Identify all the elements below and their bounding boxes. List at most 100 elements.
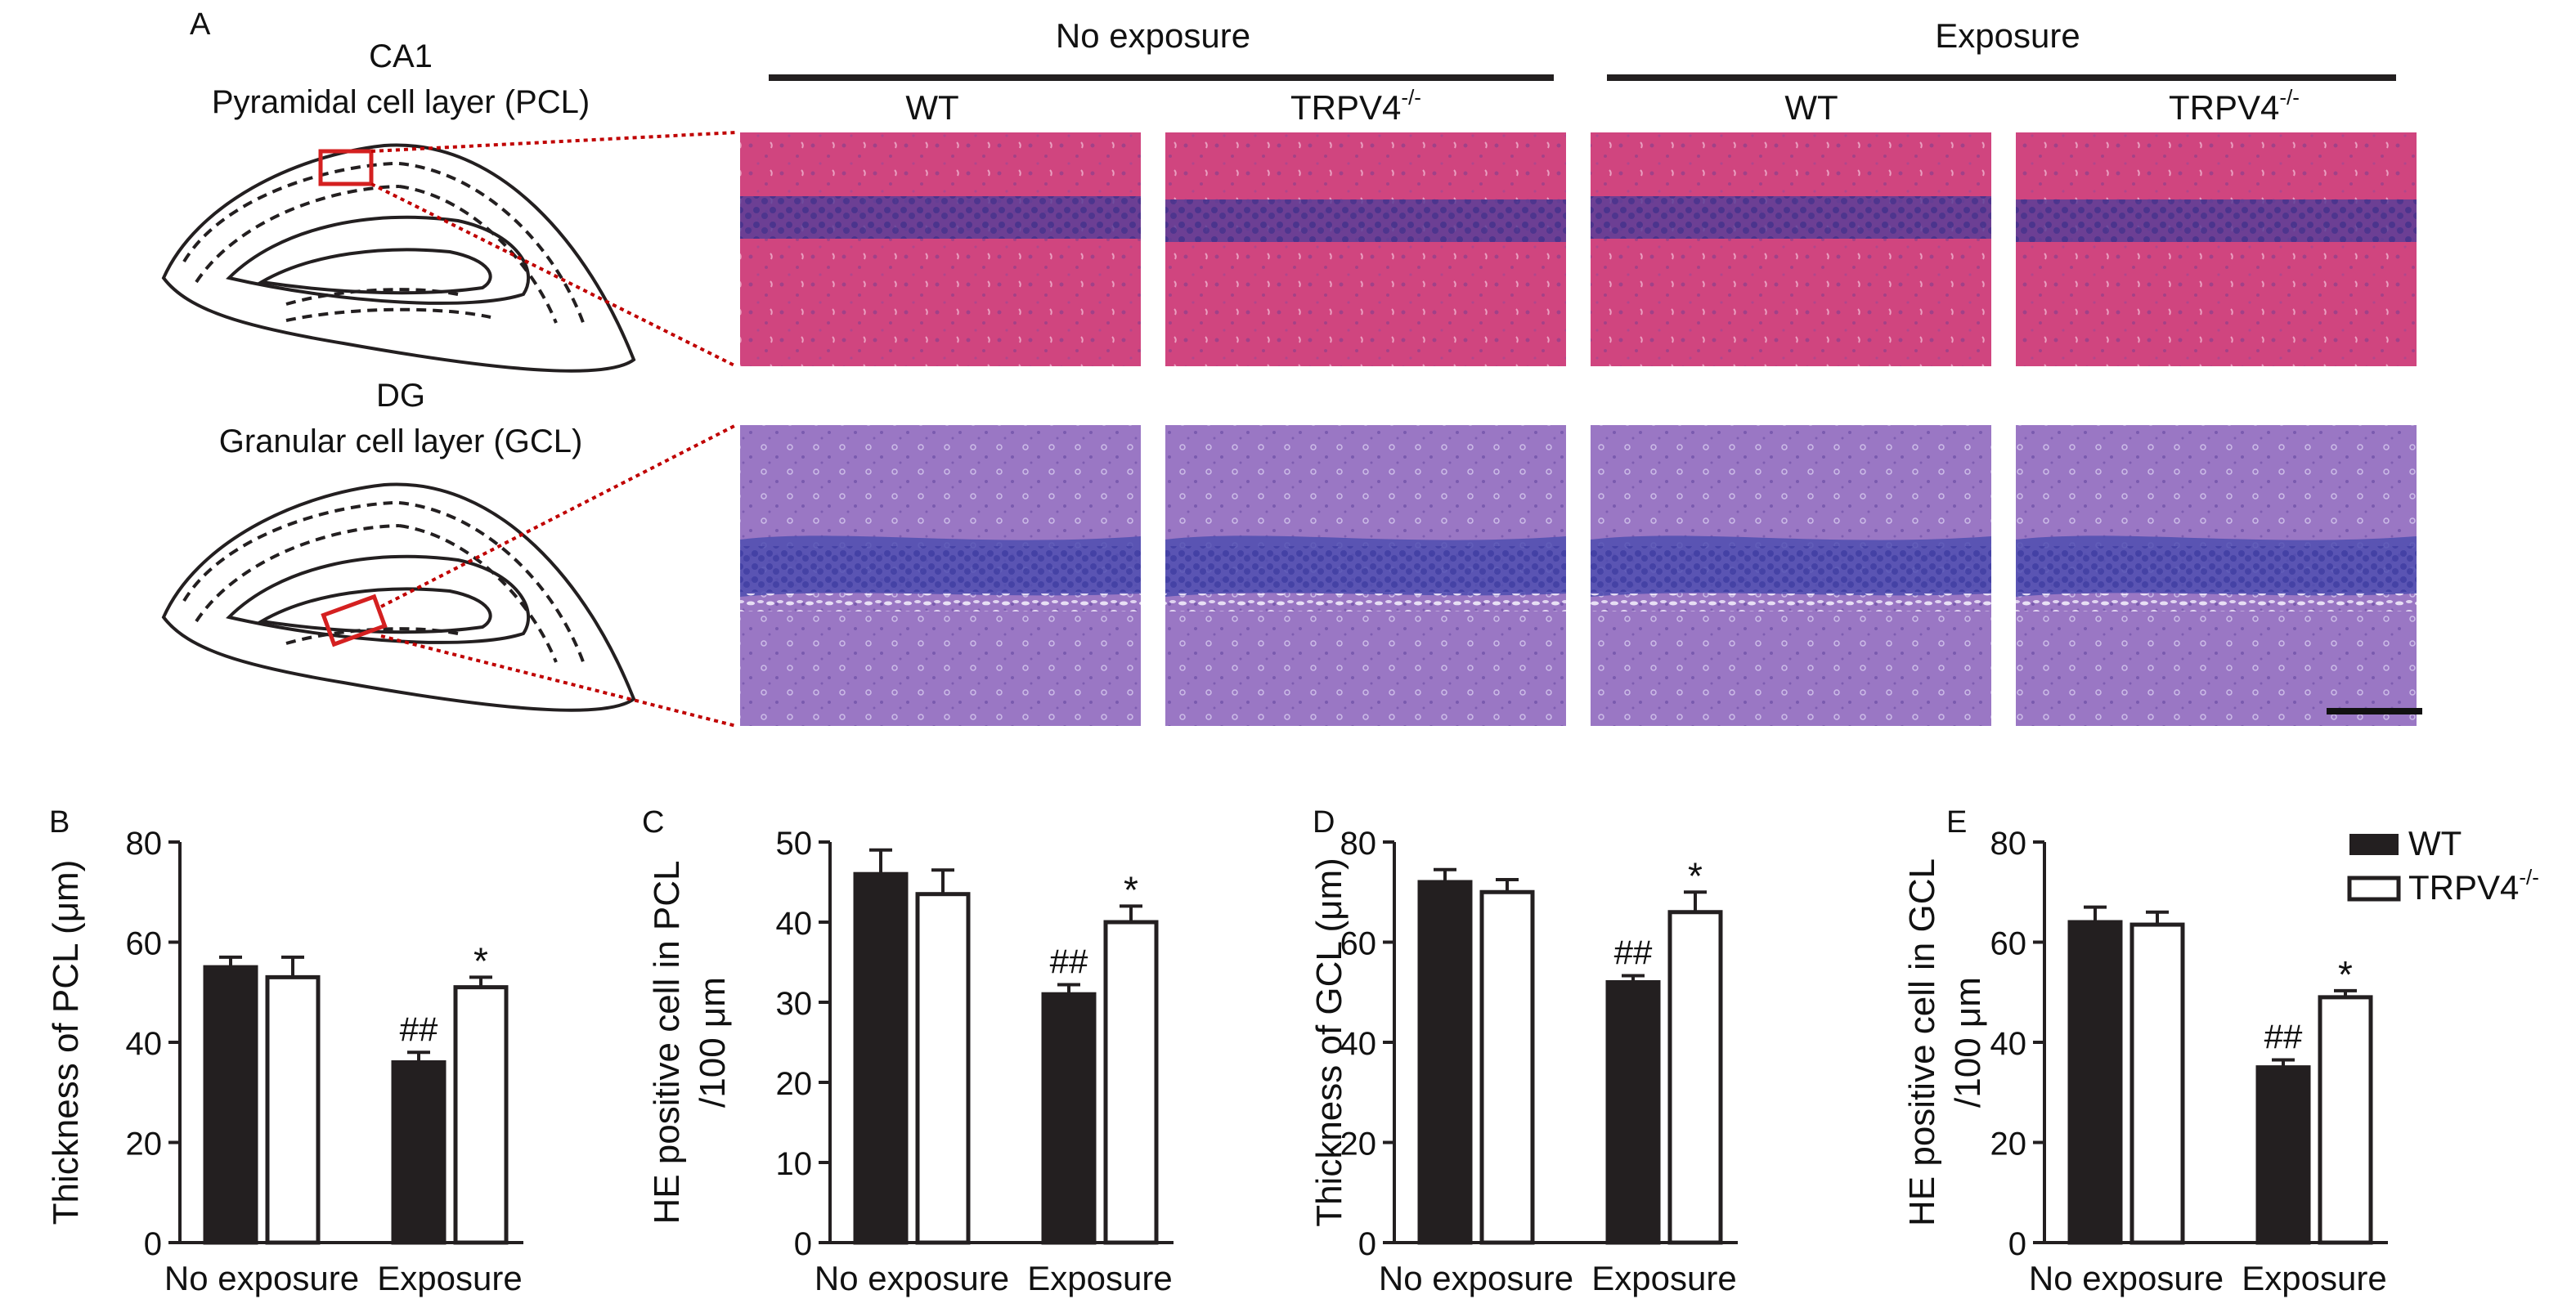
x-tick-label: Exposure bbox=[1591, 1259, 1736, 1297]
zoom-line-dg-top bbox=[380, 423, 737, 608]
roi-box-ca1 bbox=[318, 149, 374, 186]
panel-letter-a: A bbox=[190, 7, 211, 42]
x-tick-label: No exposure bbox=[164, 1259, 359, 1297]
pyramidal-layer-nuclei bbox=[2016, 199, 2417, 242]
significance-star: * bbox=[473, 939, 488, 982]
bar-trpv4 bbox=[1103, 920, 1159, 1245]
dg-subtitle: Granular cell layer (GCL) bbox=[219, 423, 583, 459]
y-tick-label: 20 bbox=[126, 1127, 163, 1162]
zoom-line-ca1-bottom bbox=[370, 182, 737, 368]
ca1-subtitle: Pyramidal cell layer (PCL) bbox=[212, 84, 590, 120]
micrograph-ca1-1 bbox=[740, 132, 1141, 366]
dg-title: DG bbox=[376, 378, 425, 414]
micrograph-dg-2 bbox=[1165, 425, 1566, 726]
bar-wt bbox=[853, 871, 909, 1245]
bar-trpv4 bbox=[2129, 922, 2185, 1245]
bar-trpv4 bbox=[915, 892, 971, 1245]
panel-letter-c: C bbox=[642, 805, 664, 840]
micrograph-ca1-4 bbox=[2016, 132, 2417, 366]
x-tick-label: No exposure bbox=[815, 1259, 1009, 1297]
granular-layer-gap bbox=[1165, 594, 1566, 611]
y-tick-label: 80 bbox=[1340, 826, 1377, 862]
significance-star: * bbox=[2338, 953, 2353, 996]
pyramidal-layer-nuclei bbox=[740, 196, 1141, 239]
legend: WT TRPV4-/- bbox=[2347, 824, 2539, 907]
significance-hash: ## bbox=[1050, 942, 1088, 980]
significance-hash: ## bbox=[400, 1010, 438, 1048]
x-tick-label: No exposure bbox=[1379, 1259, 1573, 1297]
micrograph-dg-1 bbox=[740, 425, 1141, 726]
y-tick-label: 0 bbox=[794, 1226, 812, 1262]
y-tick-label: 60 bbox=[126, 926, 163, 962]
tissue-cells bbox=[2016, 132, 2417, 366]
y-tick-label: 80 bbox=[126, 826, 163, 862]
group-label-exposure: Exposure bbox=[1935, 16, 2080, 55]
bar-wt bbox=[203, 965, 258, 1245]
x-tick-label: Exposure bbox=[2242, 1259, 2386, 1297]
micrograph-ca1-3 bbox=[1591, 132, 1991, 366]
y-tick-label: 20 bbox=[776, 1066, 813, 1102]
y-tick-label: 10 bbox=[776, 1146, 813, 1182]
bar-trpv4 bbox=[2318, 995, 2373, 1245]
granular-layer-gap bbox=[2016, 594, 2417, 611]
chart-C: C HE positive cell in PCL/100 μm 0 10 20 30 40… bbox=[642, 805, 1174, 1297]
y-axis-label: Thickness of GCL (μm) bbox=[1309, 858, 1349, 1227]
significance-star: * bbox=[1124, 868, 1138, 911]
significance-hash: ## bbox=[1614, 934, 1653, 972]
y-axis-label: /100 μm bbox=[1948, 977, 1988, 1108]
bar-trpv4 bbox=[265, 974, 321, 1245]
micrograph-dg-4 bbox=[2016, 425, 2417, 726]
roi-box-dg bbox=[321, 594, 388, 647]
chart-E: EHE positive cell in GCL/100 μm 0 20 40 60 80… bbox=[1902, 805, 2388, 1297]
y-tick-label: 0 bbox=[2008, 1226, 2026, 1262]
tissue-cells bbox=[1591, 132, 1991, 366]
col-label-trpv4-2: TRPV4-/- bbox=[2169, 85, 2300, 127]
y-tick-label: 40 bbox=[1340, 1026, 1377, 1062]
bar-trpv4 bbox=[453, 985, 509, 1245]
y-tick-label: 50 bbox=[776, 826, 813, 862]
y-tick-label: 40 bbox=[776, 906, 813, 942]
x-tick-label: Exposure bbox=[377, 1259, 522, 1297]
bar-wt bbox=[391, 1060, 447, 1245]
hippocampus-schematic-ca1 bbox=[161, 143, 636, 373]
legend-swatch-wt bbox=[2349, 834, 2399, 855]
granular-layer-nuclei bbox=[1165, 546, 1566, 592]
y-axis-label: /100 μm bbox=[693, 977, 733, 1108]
y-tick-label: 0 bbox=[144, 1226, 162, 1262]
x-tick-label: No exposure bbox=[2029, 1259, 2224, 1297]
legend-swatch-trpv4 bbox=[2347, 876, 2401, 902]
y-axis-label: HE positive cell in PCL bbox=[647, 860, 687, 1224]
granular-layer-gap bbox=[740, 594, 1141, 611]
panel-letter-e: E bbox=[1946, 805, 1967, 840]
micrograph-grid bbox=[740, 132, 2417, 726]
bar-charts: B Thickness of PCL (μm) 0 20 40 60 80 No exposu… bbox=[46, 805, 2388, 1297]
y-tick-label: 60 bbox=[1990, 926, 2027, 962]
bar-wt bbox=[2067, 920, 2123, 1245]
granular-layer-nuclei bbox=[740, 546, 1141, 592]
granular-layer-nuclei bbox=[2016, 546, 2417, 592]
bar-wt bbox=[1041, 992, 1097, 1245]
micrograph-ca1-2 bbox=[1165, 132, 1566, 366]
pyramidal-layer-nuclei bbox=[1165, 199, 1566, 242]
panel-letter-b: B bbox=[49, 805, 70, 840]
pyramidal-layer-nuclei bbox=[1591, 196, 1991, 239]
y-tick-label: 40 bbox=[1990, 1026, 2027, 1062]
group-label-no-exposure: No exposure bbox=[1056, 16, 1250, 55]
col-label-wt-2: WT bbox=[1784, 88, 1838, 127]
y-tick-label: 60 bbox=[1340, 926, 1377, 962]
chart-B: B Thickness of PCL (μm) 0 20 40 60 80 No exposu… bbox=[46, 805, 523, 1297]
legend-label-trpv4: TRPV4-/- bbox=[2408, 865, 2539, 907]
tissue-cells bbox=[1165, 132, 1566, 366]
y-tick-label: 20 bbox=[1990, 1127, 2027, 1162]
y-tick-label: 80 bbox=[1990, 826, 2027, 862]
bar-wt bbox=[1417, 880, 1473, 1245]
hippocampus-schematic-dg bbox=[161, 482, 636, 712]
ca1-title: CA1 bbox=[369, 38, 433, 74]
significance-star: * bbox=[1688, 854, 1703, 897]
bar-wt bbox=[1605, 980, 1661, 1245]
y-tick-label: 40 bbox=[126, 1026, 163, 1062]
bar-wt bbox=[2255, 1065, 2311, 1245]
granular-layer-nuclei bbox=[1591, 546, 1991, 592]
bar-trpv4 bbox=[1479, 889, 1535, 1245]
